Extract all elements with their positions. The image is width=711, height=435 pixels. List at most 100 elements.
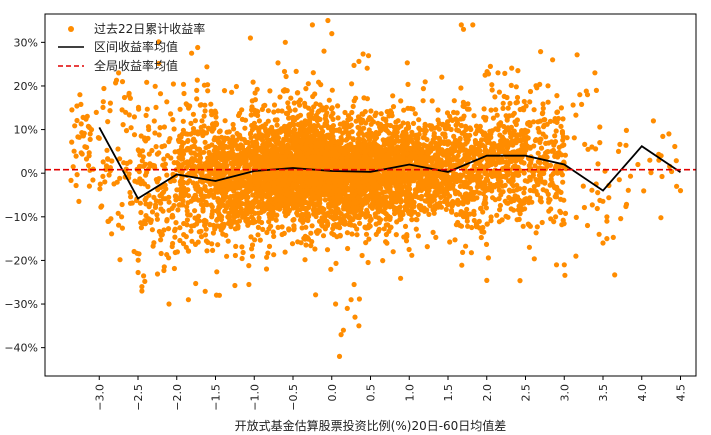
scatter-point bbox=[218, 227, 224, 233]
scatter-point bbox=[250, 79, 256, 85]
scatter-point bbox=[318, 130, 324, 136]
scatter-point bbox=[343, 143, 350, 149]
scatter-point bbox=[141, 273, 147, 279]
scatter-point bbox=[195, 44, 201, 51]
scatter-point bbox=[400, 151, 406, 157]
scatter-point bbox=[422, 131, 428, 137]
scatter-point bbox=[300, 159, 307, 165]
scatter-point bbox=[216, 211, 222, 218]
scatter-point bbox=[255, 204, 261, 210]
scatter-point bbox=[320, 233, 327, 239]
scatter-point bbox=[411, 203, 417, 209]
scatter-point bbox=[317, 116, 323, 122]
scatter-point bbox=[265, 250, 271, 256]
scatter-point bbox=[295, 178, 301, 184]
scatter-point bbox=[271, 102, 278, 108]
scatter-point bbox=[198, 234, 205, 240]
scatter-point bbox=[302, 127, 308, 133]
scatter-point bbox=[260, 226, 266, 232]
scatter-point bbox=[202, 139, 208, 145]
scatter-point bbox=[350, 216, 356, 223]
scatter-point bbox=[360, 111, 366, 117]
scatter-point bbox=[273, 217, 279, 223]
scatter-point bbox=[378, 111, 384, 117]
scatter-point bbox=[226, 150, 232, 156]
scatter-point bbox=[403, 126, 409, 132]
scatter-point bbox=[269, 124, 275, 130]
scatter-point bbox=[143, 172, 149, 178]
scatter-point bbox=[390, 93, 396, 99]
scatter-point bbox=[393, 199, 399, 205]
scatter-point bbox=[87, 136, 93, 142]
scatter-point bbox=[341, 183, 347, 190]
scatter-point bbox=[336, 187, 342, 193]
scatter-point bbox=[374, 182, 380, 188]
scatter-point bbox=[306, 129, 312, 135]
scatter-point bbox=[319, 219, 325, 225]
scatter-point bbox=[301, 134, 307, 140]
scatter-point bbox=[364, 210, 370, 216]
scatter-point bbox=[306, 138, 312, 144]
scatter-point bbox=[255, 232, 261, 238]
scatter-point bbox=[290, 129, 296, 135]
scatter-point bbox=[104, 147, 110, 153]
scatter-point bbox=[196, 213, 202, 219]
scatter-point bbox=[313, 292, 319, 298]
scatter-point bbox=[139, 148, 146, 154]
scatter-point bbox=[305, 200, 312, 206]
scatter-point bbox=[229, 144, 236, 150]
scatter-point bbox=[227, 139, 233, 146]
scatter-point bbox=[226, 129, 232, 135]
scatter-point bbox=[198, 187, 204, 193]
scatter-point bbox=[435, 117, 441, 123]
scatter-point bbox=[197, 155, 204, 161]
scatter-point bbox=[224, 182, 231, 188]
scatter-point bbox=[375, 120, 381, 126]
scatter-point bbox=[433, 234, 439, 240]
scatter-point bbox=[400, 120, 406, 126]
scatter-point bbox=[174, 160, 180, 166]
scatter-point bbox=[362, 139, 368, 145]
scatter-point bbox=[315, 207, 321, 213]
scatter-point bbox=[275, 60, 281, 66]
scatter-point bbox=[427, 197, 433, 203]
scatter-point bbox=[259, 106, 265, 112]
scatter-point bbox=[378, 128, 384, 134]
scatter-point bbox=[336, 128, 343, 134]
scatter-point bbox=[252, 158, 258, 164]
scatter-point bbox=[260, 182, 266, 188]
scatter-point bbox=[403, 191, 409, 197]
scatter-point bbox=[292, 117, 298, 123]
scatter-point bbox=[239, 255, 245, 262]
scatter-point bbox=[190, 111, 196, 117]
scatter-point bbox=[331, 232, 337, 238]
scatter-point bbox=[339, 155, 345, 161]
scatter-point bbox=[268, 174, 274, 180]
scatter-point bbox=[356, 154, 362, 160]
scatter-point bbox=[398, 98, 404, 104]
scatter-point bbox=[388, 178, 394, 185]
scatter-point bbox=[161, 227, 167, 233]
scatter-point bbox=[330, 137, 336, 143]
scatter-point bbox=[144, 106, 150, 112]
scatter-point bbox=[354, 199, 360, 205]
scatter-point bbox=[354, 147, 360, 154]
scatter-point bbox=[335, 145, 341, 151]
scatter-point bbox=[230, 193, 236, 199]
scatter-point bbox=[128, 125, 134, 131]
scatter-point bbox=[280, 141, 286, 147]
scatter-point bbox=[280, 178, 286, 184]
scatter-point bbox=[278, 156, 284, 162]
scatter-point bbox=[71, 148, 77, 154]
scatter-point bbox=[388, 110, 395, 116]
scatter-point bbox=[189, 223, 195, 229]
scatter-point bbox=[356, 58, 362, 64]
scatter-point bbox=[355, 124, 361, 130]
scatter-point bbox=[304, 216, 311, 223]
scatter-point bbox=[394, 124, 401, 130]
scatter-point bbox=[392, 210, 398, 217]
scatter-point bbox=[331, 127, 337, 134]
scatter-point bbox=[279, 148, 285, 154]
scatter-point bbox=[208, 187, 214, 194]
scatter-point bbox=[416, 158, 423, 165]
